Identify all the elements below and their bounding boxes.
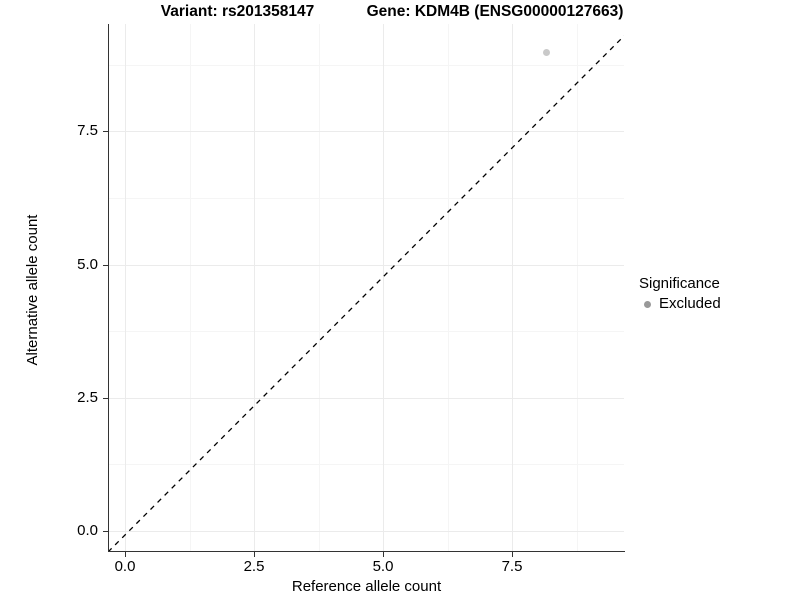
y-tick-label: 2.5 [77,389,98,406]
gridline-major-v [383,24,384,552]
gridline-minor-h [109,65,624,66]
gridline-minor-v [577,24,578,552]
data-point-excluded[interactable] [542,48,550,56]
legend-item-excluded[interactable]: Excluded [639,294,721,313]
point-icon [644,301,651,308]
gridline-minor-v [190,24,191,552]
legend-title: Significance [639,275,720,292]
y-tick-mark [103,265,108,266]
gridline-minor-v [319,24,320,552]
y-tick-mark [103,131,108,132]
y-axis-line [108,24,110,552]
legend-item-label: Excluded [659,295,721,312]
x-tick-label: 7.5 [501,558,523,575]
identity-reference-line [109,35,624,552]
x-axis-title: Reference allele count [291,578,442,595]
gridline-major-v [254,24,255,552]
plot-panel [109,24,624,552]
gridline-major-h [109,131,624,132]
gridline-minor-h [109,464,624,465]
x-axis-line [109,551,625,553]
y-axis-title: Alternative allele count [24,214,41,366]
x-tick-mark [254,552,255,557]
x-tick-label: 2.5 [243,558,265,575]
y-tick-mark [103,398,108,399]
x-tick-mark [125,552,126,557]
variant-title: Variant: rs201358147 [160,3,315,20]
x-tick-mark [383,552,384,557]
gridline-major-h [109,398,624,399]
legend-key-swatch [639,295,656,312]
gridline-major-h [109,265,624,266]
gridline-major-v [512,24,513,552]
gridline-minor-v [448,24,449,552]
gridline-minor-h [109,198,624,199]
gene-title: Gene: KDM4B (ENSG00000127663) [366,3,624,20]
y-tick-label: 7.5 [77,122,98,139]
gridline-minor-h [109,331,624,332]
legend: Significance Excluded [639,274,721,313]
y-tick-mark [103,531,108,532]
x-tick-label: 5.0 [372,558,394,575]
y-tick-label: 0.0 [77,522,98,539]
y-tick-label: 5.0 [77,256,98,273]
title-row: Variant: rs201358147 Gene: KDM4B (ENSG00… [109,2,624,24]
x-tick-label: 0.0 [114,558,136,575]
gridline-major-v [125,24,126,552]
x-tick-mark [512,552,513,557]
gridline-major-h [109,531,624,532]
